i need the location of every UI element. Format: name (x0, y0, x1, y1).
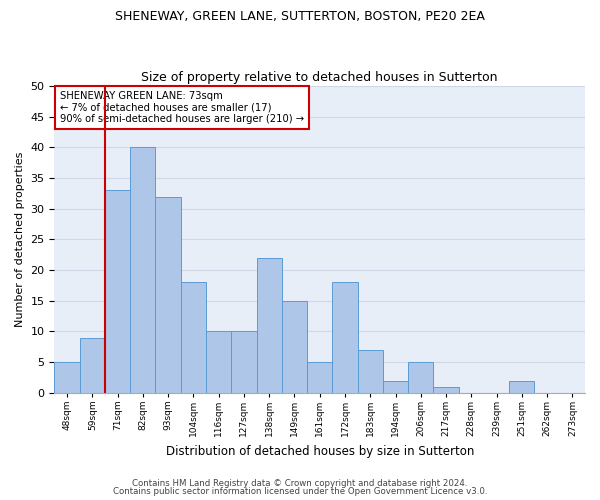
Bar (155, 196, 181, 393)
Text: SHENEWAY GREEN LANE: 73sqm
← 7% of detached houses are smaller (17)
90% of semi-: SHENEWAY GREEN LANE: 73sqm ← 7% of detac… (60, 90, 304, 124)
Bar (282, 301, 307, 393)
Bar (433, 386, 458, 393)
X-axis label: Distribution of detached houses by size in Sutterton: Distribution of detached houses by size … (166, 444, 474, 458)
Bar (509, 380, 535, 393)
Text: Contains HM Land Registry data © Crown copyright and database right 2024.: Contains HM Land Registry data © Crown c… (132, 478, 468, 488)
Bar (307, 362, 332, 393)
Text: SHENEWAY, GREEN LANE, SUTTERTON, BOSTON, PE20 2EA: SHENEWAY, GREEN LANE, SUTTERTON, BOSTON,… (115, 10, 485, 23)
Bar (55, 362, 80, 393)
Text: Contains public sector information licensed under the Open Government Licence v3: Contains public sector information licen… (113, 487, 487, 496)
Bar (181, 282, 206, 393)
Bar (130, 148, 155, 393)
Y-axis label: Number of detached properties: Number of detached properties (15, 152, 25, 327)
Bar (231, 332, 257, 393)
Bar (206, 332, 231, 393)
Bar (332, 282, 358, 393)
Bar (408, 362, 433, 393)
Bar (80, 338, 105, 393)
Bar (358, 350, 383, 393)
Bar (105, 190, 130, 393)
Title: Size of property relative to detached houses in Sutterton: Size of property relative to detached ho… (142, 70, 498, 84)
Bar (383, 380, 408, 393)
Bar (257, 258, 282, 393)
